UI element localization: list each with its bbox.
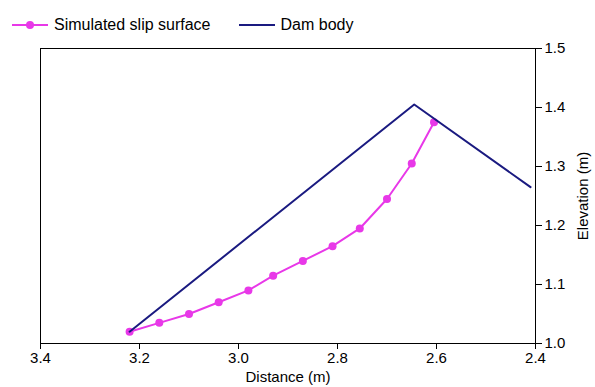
svg-text:3.4: 3.4	[30, 349, 51, 366]
svg-text:1.1: 1.1	[545, 275, 566, 292]
svg-text:1.4: 1.4	[545, 98, 566, 115]
svg-text:1.5: 1.5	[545, 39, 566, 56]
svg-text:2.4: 2.4	[525, 349, 546, 366]
svg-text:Elevation (m): Elevation (m)	[574, 152, 591, 240]
svg-text:Distance (m): Distance (m)	[245, 368, 330, 385]
svg-text:2.8: 2.8	[327, 349, 348, 366]
svg-text:2.6: 2.6	[426, 349, 447, 366]
html-text:Simulated slip surface: Simulated slip surface	[54, 16, 211, 33]
svg-text:1.3: 1.3	[545, 157, 566, 174]
svg-text:3.2: 3.2	[129, 349, 150, 366]
svg-text:1.2: 1.2	[545, 216, 566, 233]
svg-text:1.0: 1.0	[545, 334, 566, 351]
svg-text:3.0: 3.0	[228, 349, 249, 366]
html-text:Dam body: Dam body	[280, 16, 354, 33]
